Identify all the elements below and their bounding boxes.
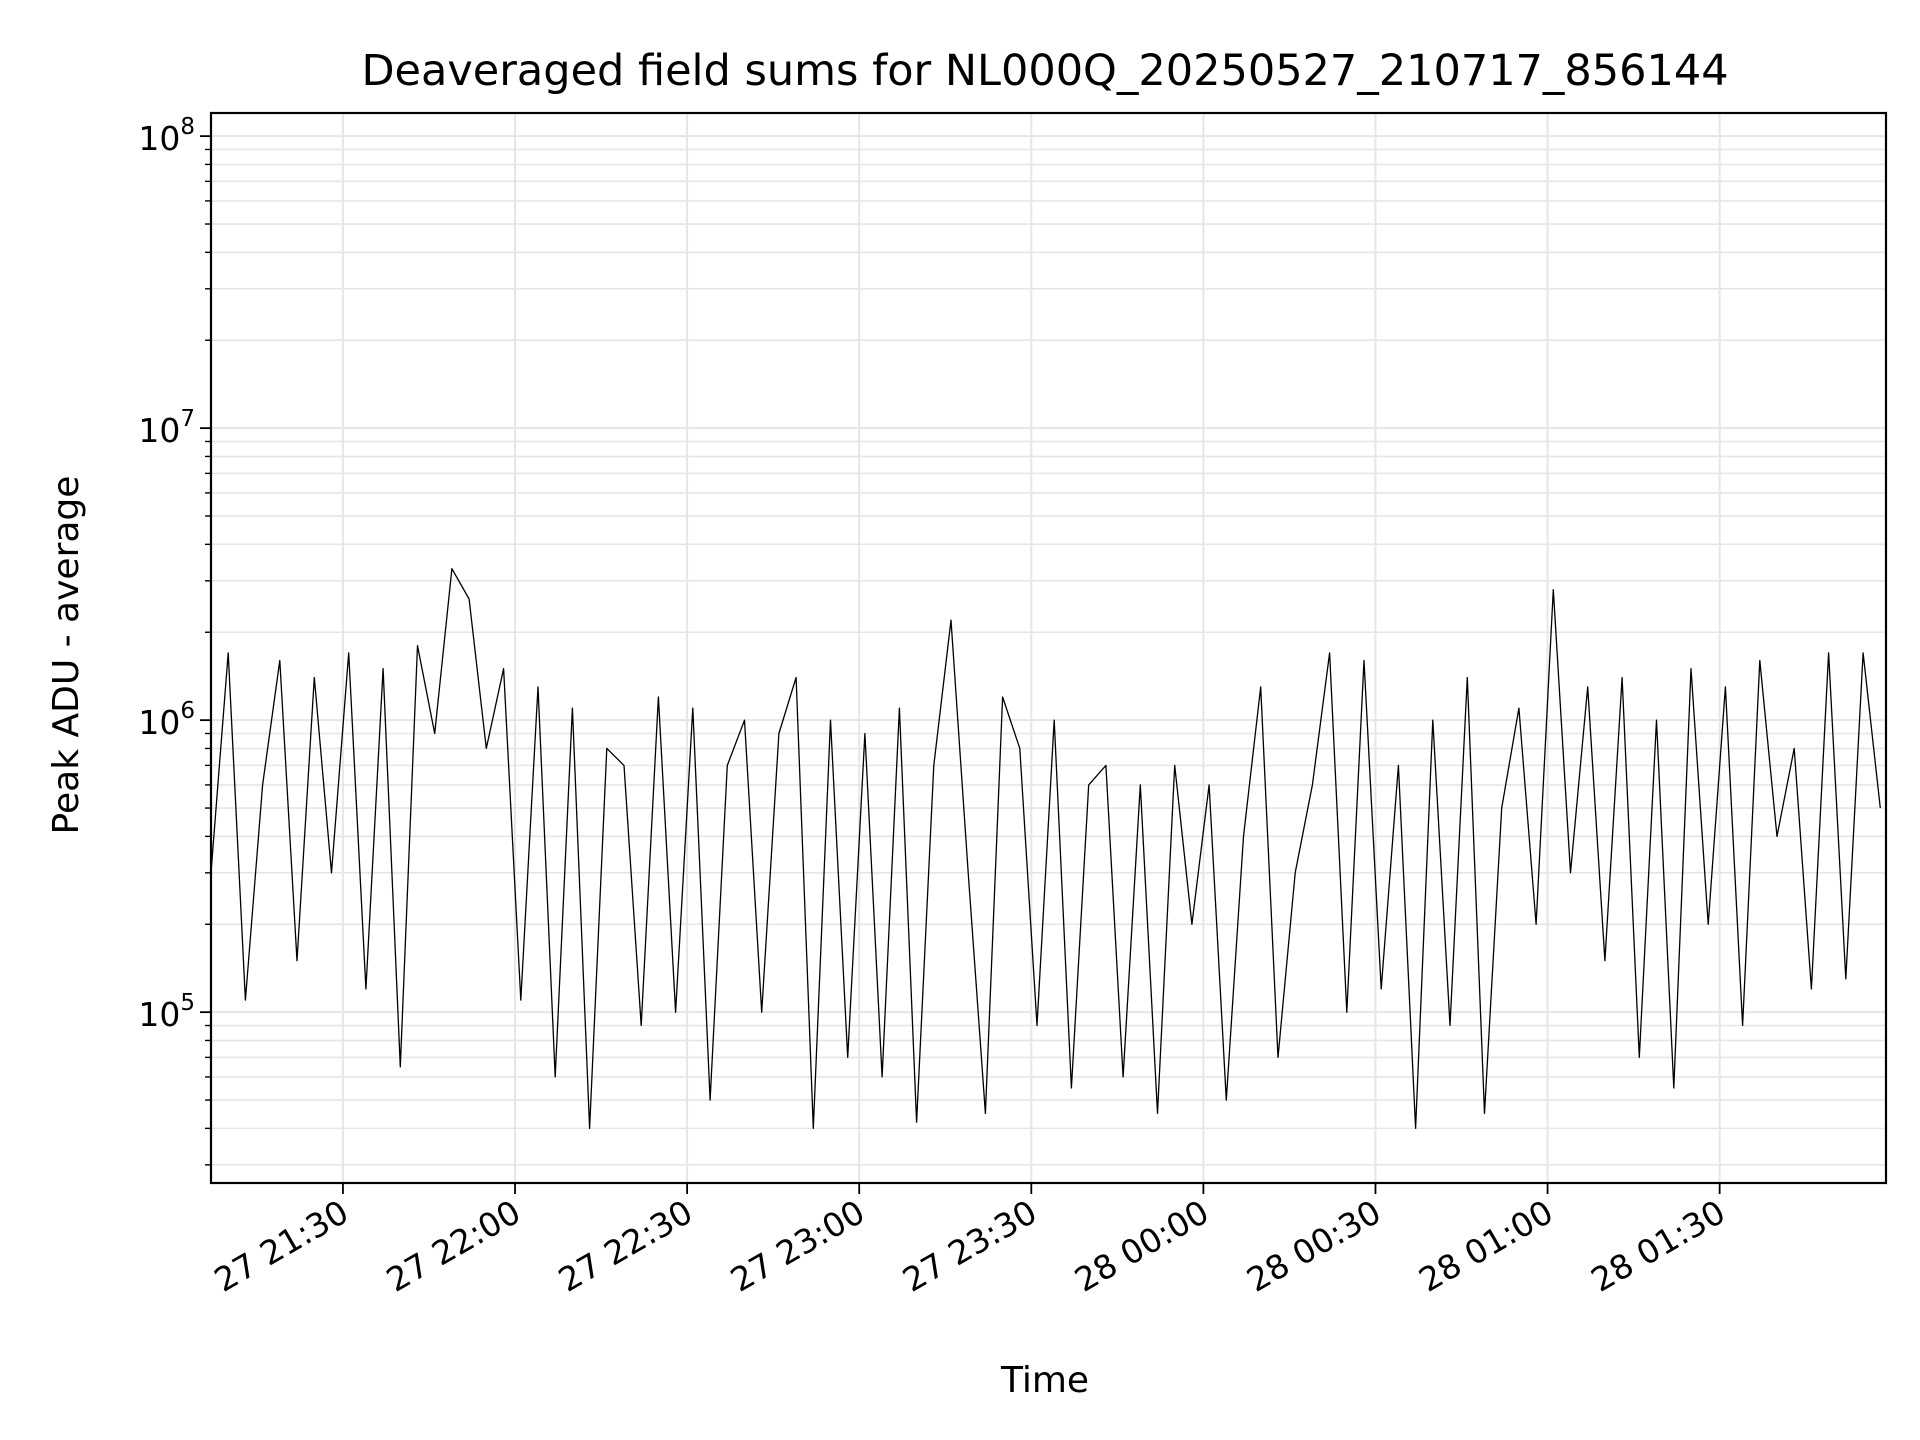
y-tick-label: 105: [138, 990, 195, 1034]
series-line: [210, 568, 1881, 1130]
chart-title: Deaveraged field sums for NL000Q_2025052…: [361, 46, 1728, 96]
y-tick-label: 108: [138, 114, 195, 158]
series-layer: [210, 568, 1881, 1130]
plot-frame: [209, 111, 1888, 1185]
y-tick-label: 107: [138, 406, 195, 450]
grid: [211, 113, 1886, 1183]
y-axis-label: Peak ADU - average: [46, 476, 87, 835]
x-axis-label: Time: [1000, 1360, 1089, 1401]
y-tick-label: 106: [138, 698, 195, 742]
